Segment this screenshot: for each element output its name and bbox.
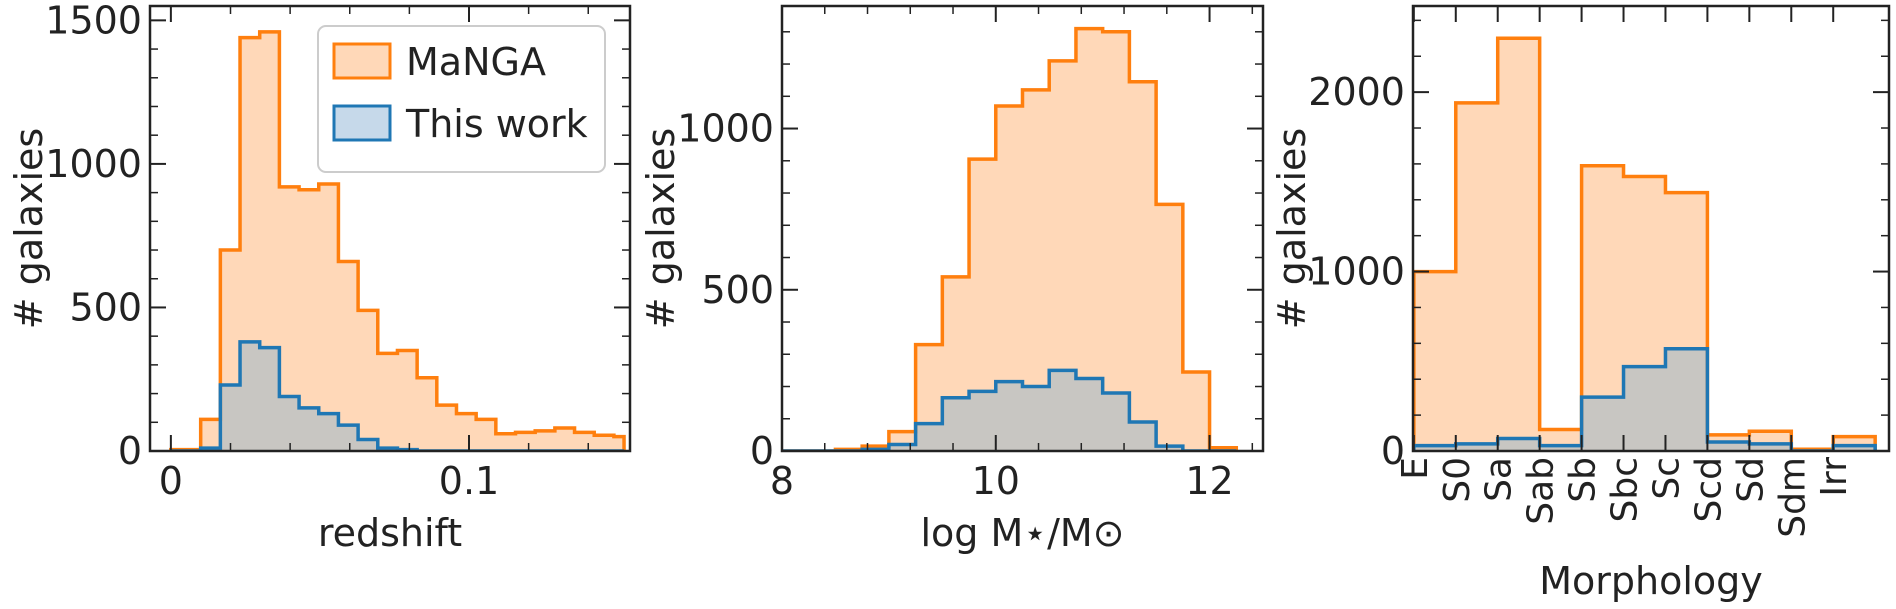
y-tick-label: 1000 <box>677 107 774 151</box>
category-label: Sc <box>1646 457 1687 500</box>
manga-fill-3 <box>1413 38 1876 451</box>
manga-line-2 <box>782 26 1239 451</box>
legend-swatch-this-work <box>332 104 392 142</box>
y-axis-label: # galaxies <box>1270 128 1314 329</box>
y-tick-label: 2000 <box>1308 70 1405 114</box>
y-axis-label: # galaxies <box>639 128 683 329</box>
y-tick-label: 0 <box>1381 429 1405 473</box>
y-tick-label: 1500 <box>45 0 142 42</box>
plot-area-2 <box>782 26 1239 451</box>
this-work-fill-1 <box>170 341 625 451</box>
this-work-fill-2 <box>782 370 1237 451</box>
plot-area-1 <box>169 30 626 451</box>
y-tick-label: 0 <box>118 429 142 473</box>
legend-swatch-manga <box>332 42 392 80</box>
x-tick-label: 12 <box>1185 459 1233 503</box>
manga-fill-1 <box>170 31 625 451</box>
this-work-line-2 <box>782 368 1237 451</box>
y-tick-label: 0 <box>750 429 774 473</box>
panel-3: 0 1000 2000 E S0 Sa Sab Sb Sbc Sc Scd Sd Sdm Irr # gal… <box>1270 4 1891 603</box>
panel-2: 0 500 1000 8 10 12 # galaxies log M⋆/M⊙ <box>639 4 1265 555</box>
this-work-line-3 <box>1413 346 1877 451</box>
this-work-line-1 <box>170 340 625 451</box>
category-label: Sbc <box>1605 457 1646 523</box>
legend-label: This work <box>405 102 588 146</box>
category-label: S0 <box>1437 457 1478 503</box>
y-axis-label: # galaxies <box>7 128 51 329</box>
panel-1: 0 500 1000 1500 0 0.1 # galaxies redshift <box>7 0 632 555</box>
x-tick-label: 8 <box>770 459 794 503</box>
x-tick-label: 0 <box>159 459 183 503</box>
category-label: Scd <box>1688 457 1729 523</box>
axes-frame-1 <box>148 4 632 453</box>
legend: MaNGA This work <box>317 25 606 173</box>
y-tick-label: 500 <box>701 268 774 312</box>
axes-frame-3 <box>1411 4 1891 453</box>
category-label: Sab <box>1521 457 1562 525</box>
y-tick-label: 1000 <box>1308 250 1405 294</box>
plot-area-3 <box>1413 36 1877 451</box>
this-work-fill-3 <box>1413 348 1876 451</box>
y-tick-label: 1000 <box>45 142 142 186</box>
x-axis-label: log M⋆/M⊙ <box>920 511 1124 555</box>
category-label: Sa <box>1479 457 1520 502</box>
category-label: Irr <box>1814 457 1855 497</box>
axes-frame-2 <box>780 4 1265 453</box>
category-label: E <box>1395 457 1436 480</box>
x-axis-label: Morphology <box>1539 559 1763 603</box>
category-label: Sb <box>1563 457 1604 503</box>
x-axis-label: redshift <box>318 511 462 555</box>
x-tick-label: 10 <box>972 459 1020 503</box>
y-tick-label: 500 <box>69 285 142 329</box>
category-label: Sdm <box>1772 457 1813 538</box>
manga-line-3 <box>1413 36 1877 451</box>
category-label: Sd <box>1730 457 1771 503</box>
x-tick-label: 0.1 <box>439 459 499 503</box>
manga-line-1 <box>169 30 626 451</box>
manga-fill-2 <box>782 28 1237 451</box>
legend-label: MaNGA <box>406 40 546 84</box>
